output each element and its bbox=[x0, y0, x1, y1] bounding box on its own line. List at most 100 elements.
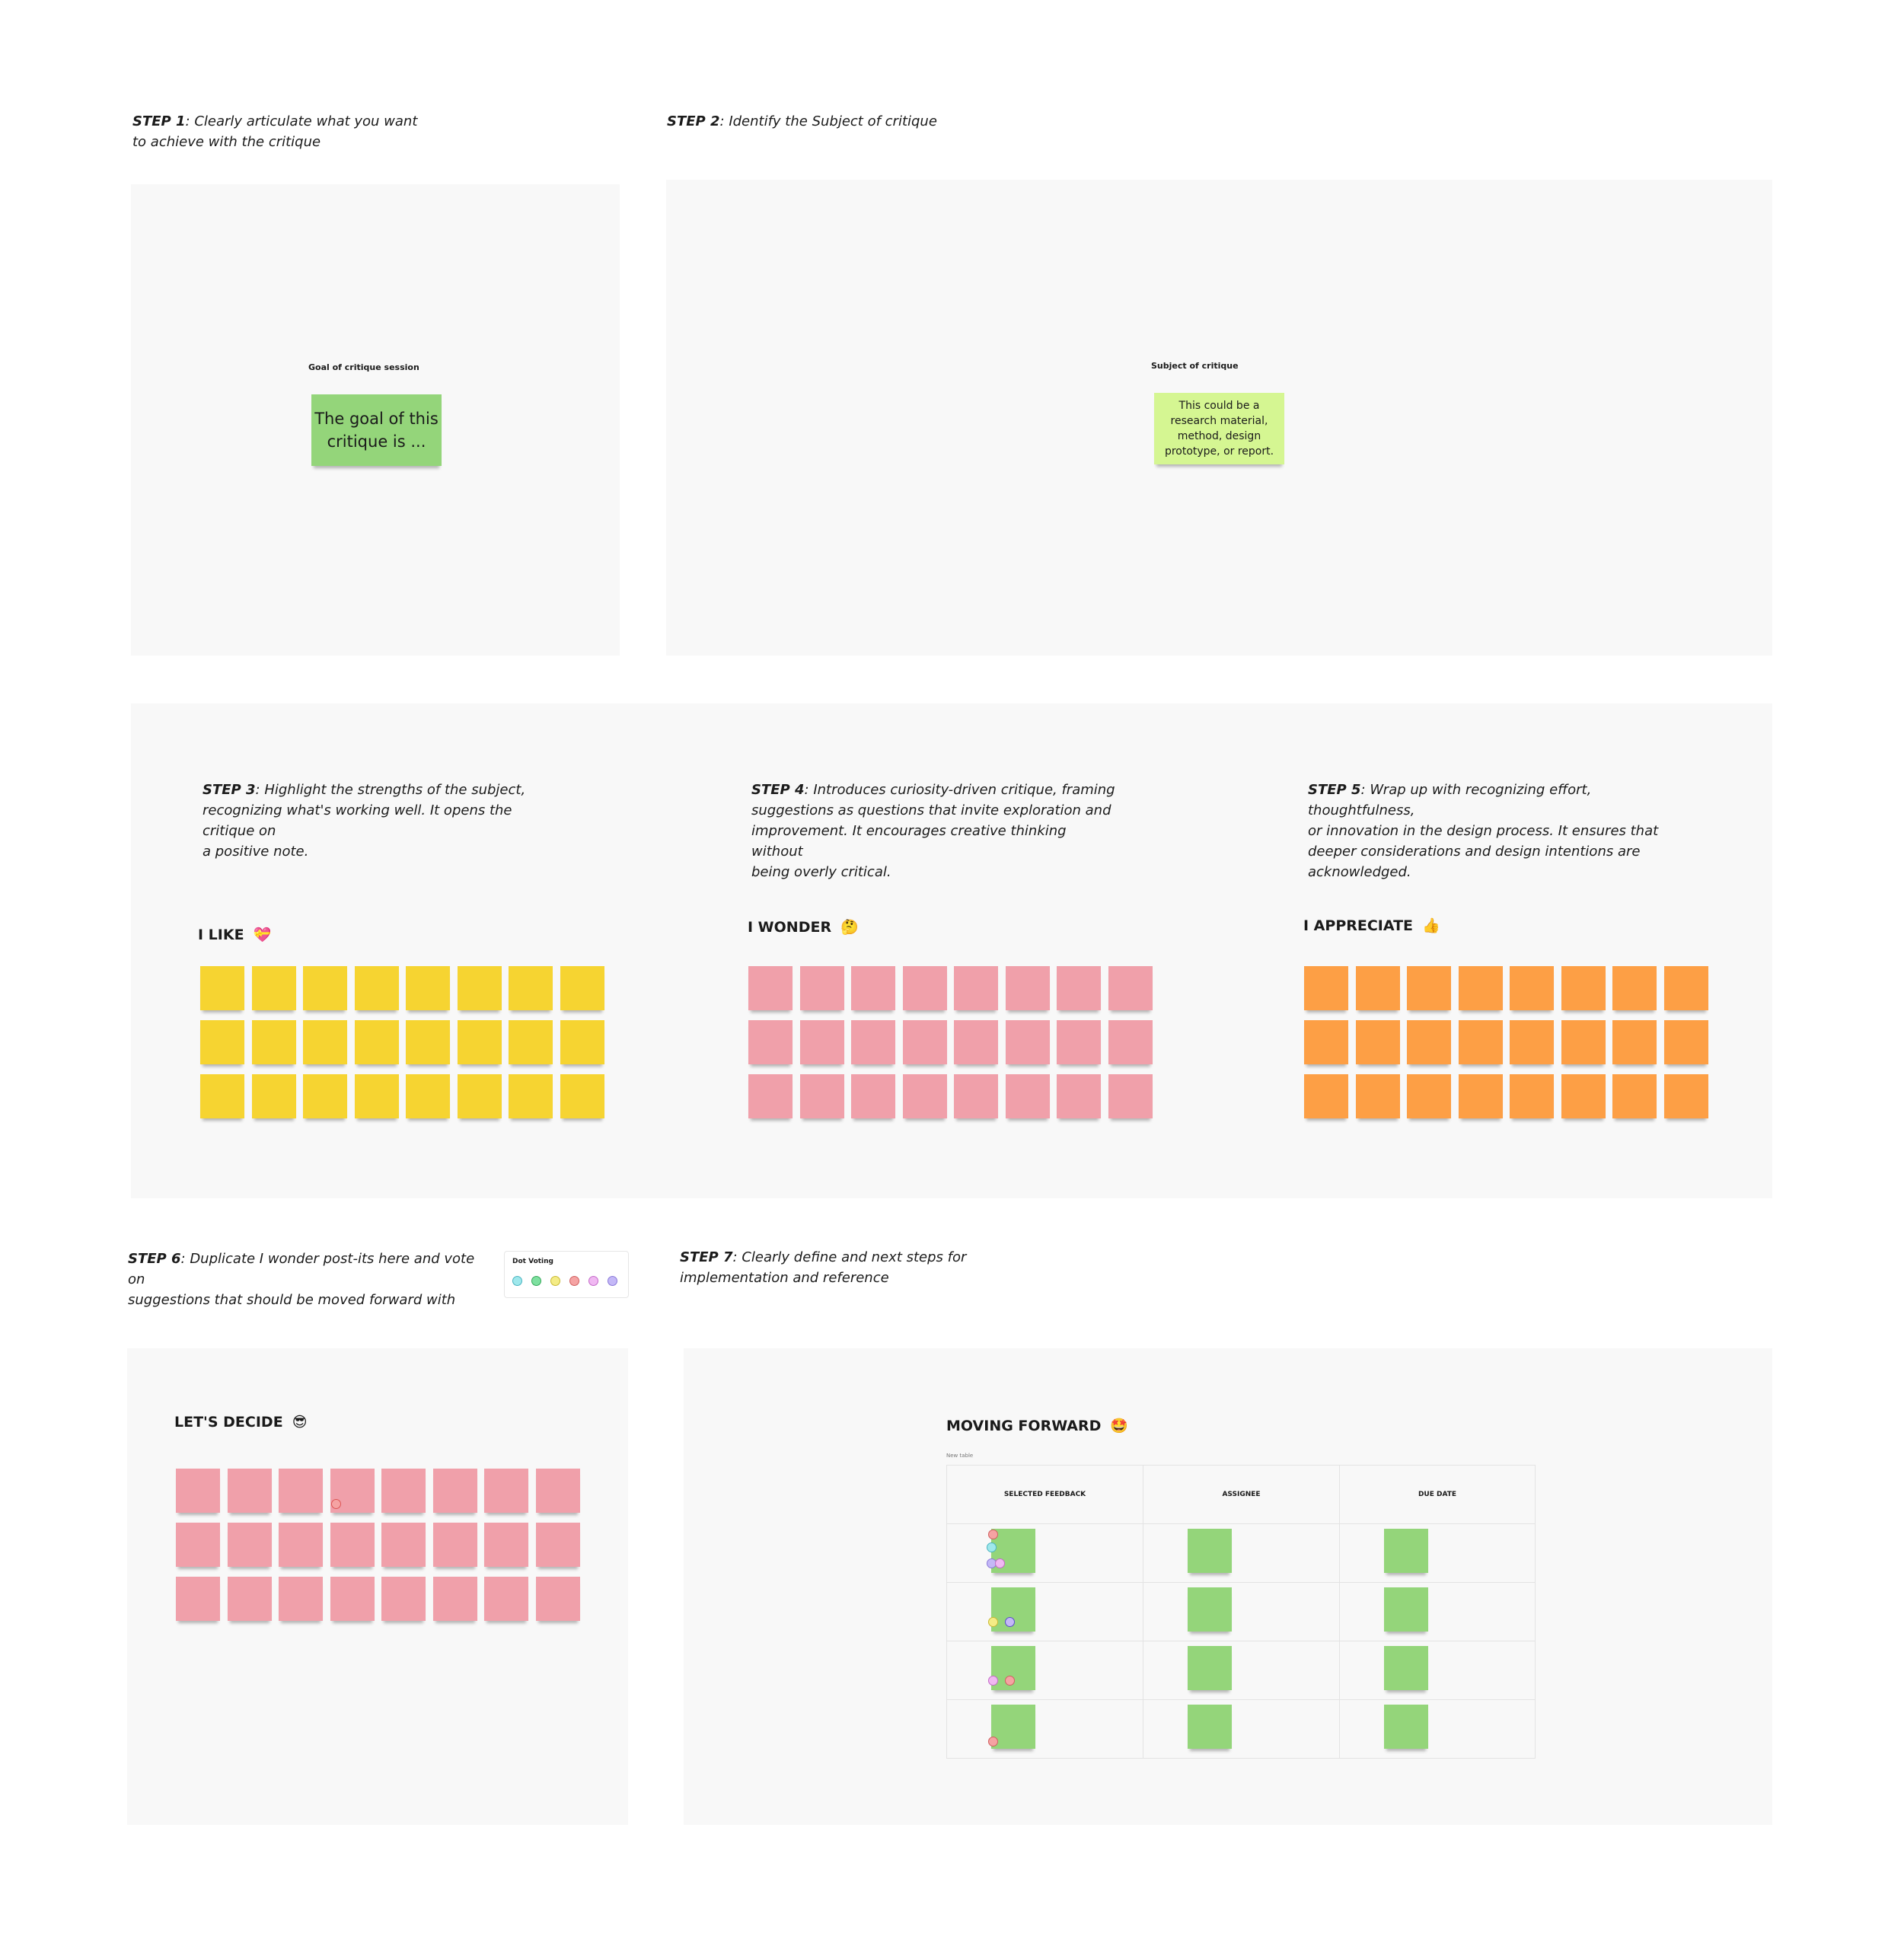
i-like-sticky-note[interactable] bbox=[251, 1074, 296, 1118]
i-like-sticky-note[interactable] bbox=[303, 1074, 347, 1118]
lets-decide-sticky-note[interactable] bbox=[484, 1577, 528, 1621]
i-appreciate-sticky-note[interactable] bbox=[1458, 966, 1503, 1010]
i-appreciate-sticky-note[interactable] bbox=[1304, 1074, 1348, 1118]
i-wonder-sticky-note[interactable] bbox=[1108, 1074, 1153, 1118]
table-cell[interactable] bbox=[947, 1700, 1143, 1759]
vote-dot-swatch[interactable] bbox=[588, 1276, 598, 1286]
lets-decide-sticky-note[interactable] bbox=[176, 1523, 220, 1567]
feedback-frame[interactable]: STEP 3: Highlight the strengths of the s… bbox=[131, 703, 1772, 1198]
lets-decide-sticky-note[interactable] bbox=[330, 1577, 375, 1621]
lets-decide-sticky-note[interactable] bbox=[484, 1523, 528, 1567]
i-like-sticky-note[interactable] bbox=[509, 1020, 553, 1064]
moving-forward-frame[interactable]: MOVING FORWARD 🤩 New table SELECTED FEEDB… bbox=[684, 1348, 1772, 1825]
i-appreciate-sticky-note[interactable] bbox=[1561, 1074, 1606, 1118]
feedback-sticky-note[interactable] bbox=[991, 1705, 1035, 1749]
due-date-sticky-note[interactable] bbox=[1384, 1529, 1428, 1573]
dot-voting-widget[interactable]: Dot Voting bbox=[504, 1251, 629, 1298]
vote-dot[interactable] bbox=[988, 1617, 998, 1627]
i-like-sticky-note[interactable] bbox=[457, 966, 502, 1010]
due-date-sticky-note[interactable] bbox=[1384, 1646, 1428, 1690]
lets-decide-sticky-note[interactable] bbox=[432, 1523, 477, 1567]
next-steps-table[interactable]: SELECTED FEEDBACK ASSIGNEE DUE DATE bbox=[946, 1465, 1536, 1759]
lets-decide-sticky-note[interactable] bbox=[176, 1469, 220, 1513]
lets-decide-sticky-note[interactable] bbox=[227, 1577, 272, 1621]
i-wonder-sticky-note[interactable] bbox=[748, 1074, 793, 1118]
i-wonder-sticky-note[interactable] bbox=[902, 1074, 947, 1118]
i-appreciate-sticky-note[interactable] bbox=[1510, 966, 1554, 1010]
i-appreciate-sticky-note[interactable] bbox=[1663, 966, 1708, 1010]
i-like-sticky-note[interactable] bbox=[354, 1020, 399, 1064]
due-date-sticky-note[interactable] bbox=[1384, 1705, 1428, 1749]
vote-dot[interactable] bbox=[988, 1530, 998, 1539]
due-date-sticky-note[interactable] bbox=[1384, 1587, 1428, 1632]
i-appreciate-sticky-note[interactable] bbox=[1458, 1020, 1503, 1064]
table-cell[interactable] bbox=[947, 1524, 1143, 1583]
lets-decide-sticky-note[interactable] bbox=[227, 1523, 272, 1567]
i-wonder-sticky-note[interactable] bbox=[1108, 966, 1153, 1010]
i-like-sticky-note[interactable] bbox=[457, 1020, 502, 1064]
assignee-sticky-note[interactable] bbox=[1188, 1646, 1232, 1690]
lets-decide-sticky-note[interactable] bbox=[484, 1469, 528, 1513]
vote-dot[interactable] bbox=[995, 1558, 1005, 1568]
vote-dot-swatch[interactable] bbox=[512, 1276, 522, 1286]
i-appreciate-sticky-note[interactable] bbox=[1304, 966, 1348, 1010]
lets-decide-sticky-note[interactable] bbox=[535, 1577, 580, 1621]
i-wonder-sticky-note[interactable] bbox=[851, 1074, 895, 1118]
decide-frame[interactable]: LET'S DECIDE 😎 bbox=[127, 1348, 628, 1825]
lets-decide-sticky-note[interactable] bbox=[381, 1523, 426, 1567]
i-like-sticky-note[interactable] bbox=[251, 1020, 296, 1064]
i-like-sticky-note[interactable] bbox=[560, 1020, 604, 1064]
lets-decide-sticky-note[interactable] bbox=[330, 1523, 375, 1567]
lets-decide-sticky-note[interactable] bbox=[432, 1577, 477, 1621]
i-like-sticky-note[interactable] bbox=[200, 966, 244, 1010]
i-wonder-sticky-note[interactable] bbox=[1005, 1020, 1050, 1064]
i-wonder-sticky-note[interactable] bbox=[1057, 966, 1101, 1010]
i-like-sticky-note[interactable] bbox=[303, 1020, 347, 1064]
i-wonder-sticky-note[interactable] bbox=[954, 1074, 998, 1118]
vote-dot-swatch[interactable] bbox=[569, 1276, 579, 1286]
i-appreciate-sticky-note[interactable] bbox=[1355, 1074, 1400, 1118]
assignee-sticky-note[interactable] bbox=[1188, 1587, 1232, 1632]
table-cell[interactable] bbox=[1143, 1583, 1340, 1641]
table-cell[interactable] bbox=[1340, 1700, 1536, 1759]
subject-sticky-note[interactable]: This could be a research material, metho… bbox=[1154, 393, 1284, 464]
i-wonder-sticky-note[interactable] bbox=[851, 966, 895, 1010]
i-appreciate-sticky-note[interactable] bbox=[1561, 966, 1606, 1010]
lets-decide-sticky-note[interactable] bbox=[535, 1469, 580, 1513]
vote-dot[interactable] bbox=[988, 1737, 998, 1746]
i-like-sticky-note[interactable] bbox=[200, 1074, 244, 1118]
i-like-sticky-note[interactable] bbox=[509, 966, 553, 1010]
vote-dot-swatch[interactable] bbox=[531, 1276, 541, 1286]
vote-dot[interactable] bbox=[331, 1499, 341, 1509]
i-appreciate-sticky-note[interactable] bbox=[1355, 966, 1400, 1010]
lets-decide-sticky-note[interactable] bbox=[227, 1469, 272, 1513]
table-cell[interactable] bbox=[1340, 1524, 1536, 1583]
table-cell[interactable] bbox=[1143, 1524, 1340, 1583]
i-wonder-sticky-note[interactable] bbox=[748, 966, 793, 1010]
i-appreciate-sticky-note[interactable] bbox=[1407, 966, 1451, 1010]
i-appreciate-sticky-note[interactable] bbox=[1612, 1020, 1657, 1064]
i-wonder-sticky-note[interactable] bbox=[1005, 966, 1050, 1010]
i-wonder-sticky-note[interactable] bbox=[851, 1020, 895, 1064]
i-appreciate-sticky-note[interactable] bbox=[1407, 1020, 1451, 1064]
i-appreciate-sticky-note[interactable] bbox=[1561, 1020, 1606, 1064]
i-like-sticky-note[interactable] bbox=[457, 1074, 502, 1118]
i-appreciate-sticky-note[interactable] bbox=[1612, 966, 1657, 1010]
i-wonder-sticky-note[interactable] bbox=[799, 1020, 844, 1064]
i-appreciate-sticky-note[interactable] bbox=[1407, 1074, 1451, 1118]
i-wonder-sticky-note[interactable] bbox=[1057, 1020, 1101, 1064]
lets-decide-sticky-note[interactable] bbox=[381, 1469, 426, 1513]
i-wonder-sticky-note[interactable] bbox=[902, 966, 947, 1010]
table-cell[interactable] bbox=[1143, 1700, 1340, 1759]
table-cell[interactable] bbox=[947, 1641, 1143, 1700]
assignee-sticky-note[interactable] bbox=[1188, 1705, 1232, 1749]
i-like-sticky-note[interactable] bbox=[251, 966, 296, 1010]
vote-dot[interactable] bbox=[988, 1676, 998, 1686]
lets-decide-sticky-note[interactable] bbox=[432, 1469, 477, 1513]
table-cell[interactable] bbox=[1340, 1641, 1536, 1700]
i-wonder-sticky-note[interactable] bbox=[1108, 1020, 1153, 1064]
i-appreciate-sticky-note[interactable] bbox=[1355, 1020, 1400, 1064]
vote-dot[interactable] bbox=[987, 1542, 997, 1552]
i-like-sticky-note[interactable] bbox=[200, 1020, 244, 1064]
i-like-sticky-note[interactable] bbox=[560, 1074, 604, 1118]
